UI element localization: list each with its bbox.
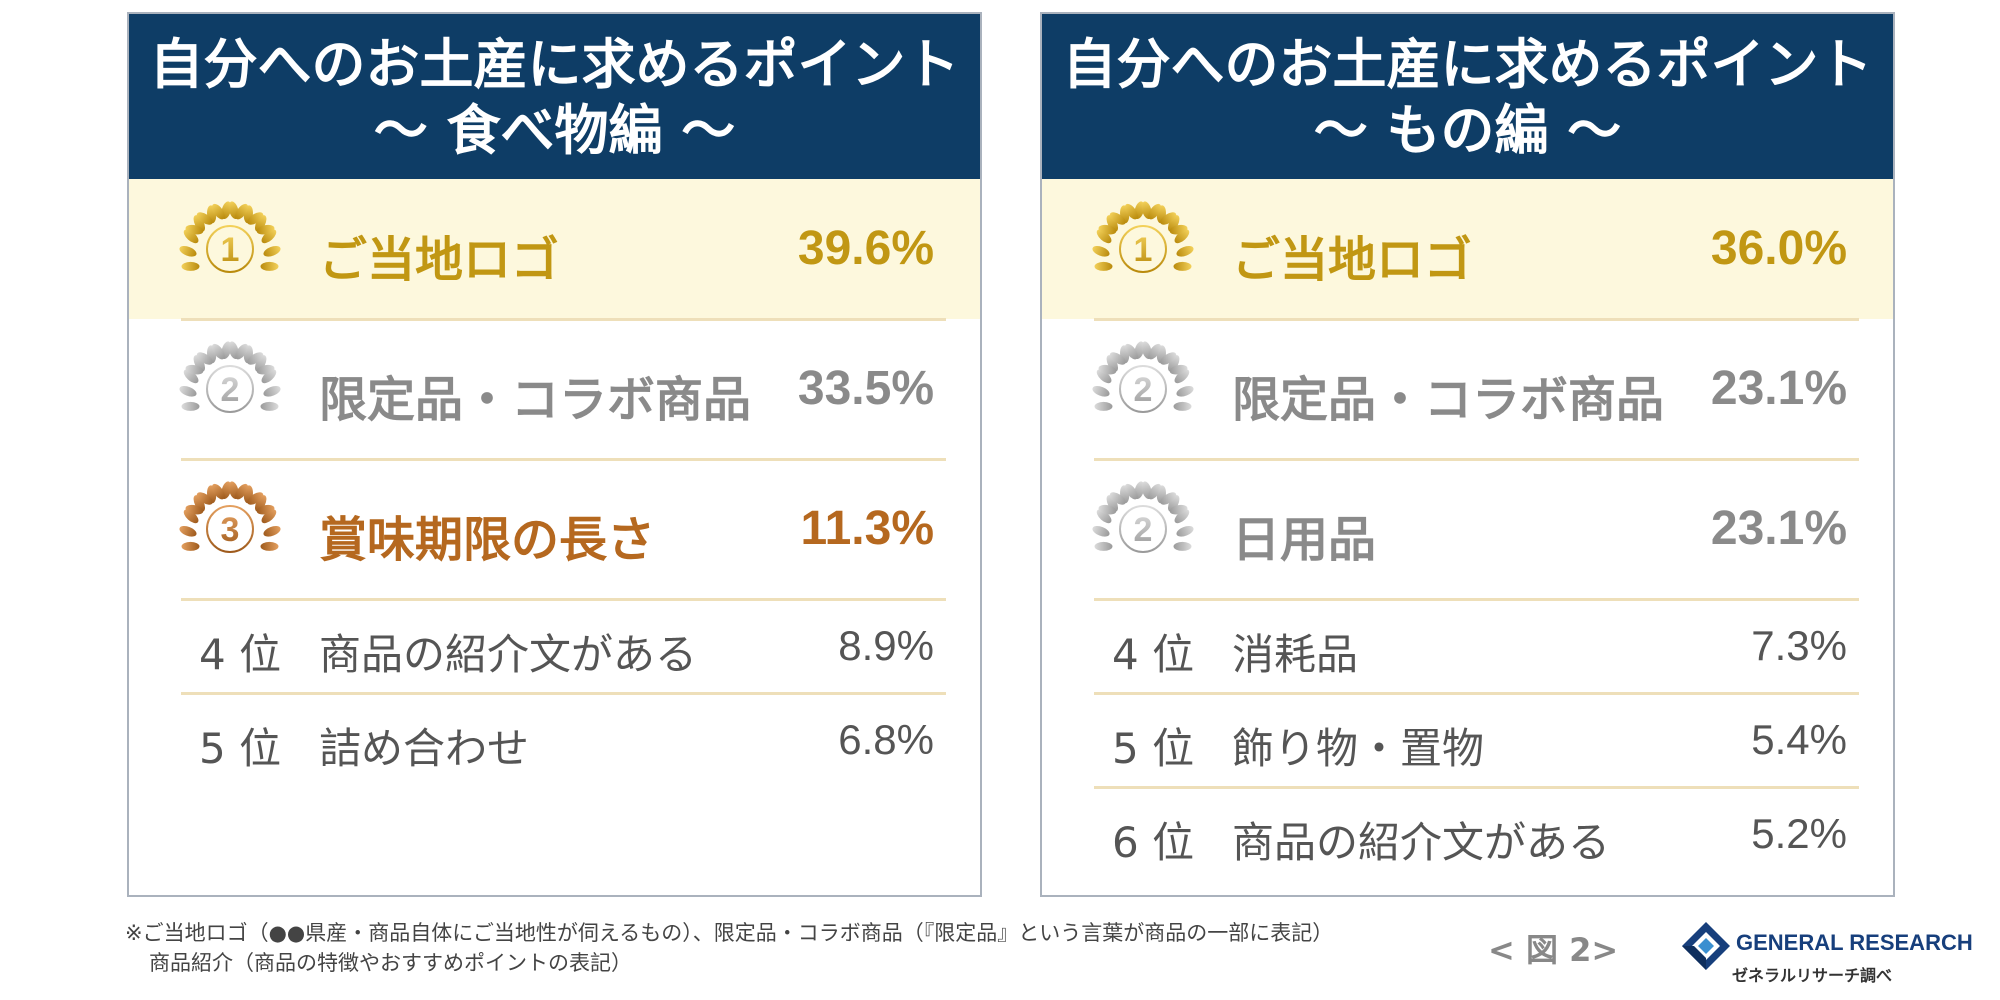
rank-badge: 3 [175, 474, 285, 584]
ranking-row: 2 限定品・コラボ商品 23.1% [1042, 319, 1893, 459]
item-label: 消耗品 [1232, 630, 1359, 679]
ranking-row: 4 位商品の紹介文がある 8.9% [129, 599, 980, 693]
laurel-gold-icon: 1 [179, 201, 281, 273]
laurel-bronze-icon: 3 [179, 481, 281, 553]
laurel-gold-icon: 1 [1092, 201, 1194, 273]
rank-badge: 2 [1088, 474, 1198, 584]
footnote: ※ご当地ロゴ（●●県産・商品自体にご当地性が伺えるもの）、限定品・コラボ商品（『… [125, 918, 1333, 978]
laurel-silver-icon: 2 [179, 341, 281, 413]
rank-badge: 1 [175, 194, 285, 304]
general-research-logo: GENERAL RESEARCH ゼネラルリサーチ調べ [1680, 918, 1973, 988]
laurel-silver-icon: 2 [1092, 481, 1194, 553]
rank-label: 4 位 [199, 630, 282, 679]
item-value: 7.3% [1751, 622, 1847, 669]
panel-title: 自分へのお土産に求めるポイント [149, 33, 960, 96]
figure-label: < 図 2> [1488, 931, 1619, 969]
ranking-row: 1 ご当地ロゴ 36.0% [1042, 179, 1893, 319]
item-label: 日用品 [1232, 512, 1377, 568]
ranking-row: 3 賞味期限の長さ 11.3% [129, 459, 980, 599]
item-label: 商品の紹介文がある [1232, 818, 1611, 867]
item-label: ご当地ロゴ [319, 232, 560, 288]
rank-label: 5 位 [199, 724, 282, 773]
panel-subtitle: 〜 もの編 〜 [1313, 99, 1622, 162]
svg-text:1: 1 [1134, 231, 1153, 269]
ranking-row: 6 位商品の紹介文がある 5.2% [1042, 787, 1893, 881]
item-label: 飾り物・置物 [1232, 724, 1485, 773]
row-separator [181, 318, 946, 321]
row-separator [181, 458, 946, 461]
panel-header: 自分へのお土産に求めるポイント 〜 もの編 〜 [1042, 14, 1893, 179]
rank-badge: 1 [1088, 194, 1198, 304]
item-value: 23.1% [1710, 362, 1847, 415]
item-value: 39.6% [797, 222, 934, 275]
ranking-row: 1 ご当地ロゴ 39.6% [129, 179, 980, 319]
row-separator [1094, 692, 1859, 695]
item-label: 詰め合わせ [319, 724, 530, 773]
item-value: 6.8% [838, 716, 934, 763]
item-label: 限定品・コラボ商品 [319, 372, 752, 428]
ranking-row: 5 位詰め合わせ 6.8% [129, 693, 980, 787]
rank-badge: 2 [1088, 334, 1198, 444]
ranking-row: 5 位飾り物・置物 5.4% [1042, 693, 1893, 787]
panel-header: 自分へのお土産に求めるポイント 〜 食べ物編 〜 [129, 14, 980, 179]
svg-text:2: 2 [1134, 371, 1153, 409]
ranking-row: 2 日用品 23.1% [1042, 459, 1893, 599]
item-value: 23.1% [1710, 502, 1847, 555]
panel-title: 自分へのお土産に求めるポイント [1062, 33, 1873, 96]
svg-text:2: 2 [1134, 511, 1153, 549]
item-label: 賞味期限の長さ [319, 512, 656, 568]
item-value: 11.3% [800, 502, 934, 555]
row-separator [1094, 318, 1859, 321]
footnote-line-2: 商品紹介（商品の特徴やおすすめポイントの表記） [149, 951, 632, 975]
svg-text:3: 3 [221, 511, 240, 549]
rank-label: 4 位 [1112, 630, 1195, 679]
item-label: ご当地ロゴ [1232, 232, 1473, 288]
ranking-row: 2 限定品・コラボ商品 33.5% [129, 319, 980, 459]
logo-text-jp: ゼネラルリサーチ調べ [1732, 966, 1893, 985]
laurel-silver-icon: 2 [1092, 341, 1194, 413]
item-value: 36.0% [1710, 222, 1847, 275]
logo-text-en: GENERAL RESEARCH [1736, 930, 1973, 955]
row-separator [181, 692, 946, 695]
row-separator [1094, 786, 1859, 789]
row-separator [181, 598, 946, 601]
footnote-line-1: ※ご当地ロゴ（●●県産・商品自体にご当地性が伺えるもの）、限定品・コラボ商品（『… [125, 921, 1334, 945]
svg-text:1: 1 [221, 231, 240, 269]
ranking-row: 4 位消耗品 7.3% [1042, 599, 1893, 693]
goods-ranking-panel: 自分へのお土産に求めるポイント 〜 もの編 〜 1 ご当地ロゴ 36.0% 2 限定品・… [1040, 12, 1895, 897]
item-label: 商品の紹介文がある [319, 630, 698, 679]
food-ranking-panel: 自分へのお土産に求めるポイント 〜 食べ物編 〜 1 ご当地ロゴ 39.6% 2 限定品… [127, 12, 982, 897]
item-label: 限定品・コラボ商品 [1232, 372, 1665, 428]
row-separator [1094, 598, 1859, 601]
rank-badge: 2 [175, 334, 285, 444]
item-value: 33.5% [797, 362, 934, 415]
row-separator [1094, 458, 1859, 461]
item-value: 8.9% [838, 622, 934, 669]
panel-subtitle: 〜 食べ物編 〜 [373, 99, 736, 162]
item-value: 5.2% [1751, 810, 1847, 857]
svg-text:2: 2 [221, 371, 240, 409]
logo-mark-icon [1682, 922, 1730, 970]
rank-label: 5 位 [1112, 724, 1195, 773]
item-value: 5.4% [1751, 716, 1847, 763]
rank-label: 6 位 [1112, 818, 1195, 867]
